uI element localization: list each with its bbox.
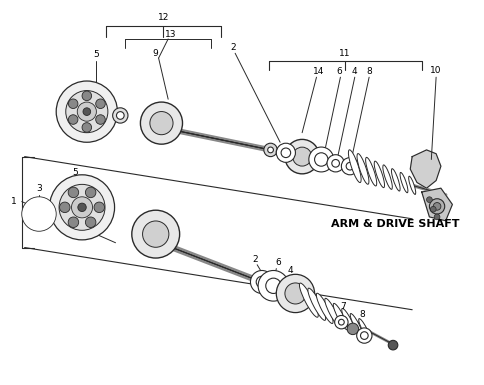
Circle shape — [116, 112, 124, 119]
Text: 9: 9 — [152, 49, 158, 58]
Circle shape — [22, 197, 56, 231]
Circle shape — [356, 328, 371, 343]
Text: 5: 5 — [93, 50, 99, 59]
Text: 6: 6 — [336, 67, 342, 76]
Text: 2: 2 — [230, 43, 236, 52]
Text: 10: 10 — [429, 66, 441, 75]
Circle shape — [59, 184, 105, 230]
Circle shape — [338, 319, 344, 325]
Circle shape — [429, 206, 435, 212]
Circle shape — [428, 199, 444, 214]
Circle shape — [250, 271, 273, 293]
Circle shape — [68, 99, 78, 109]
Ellipse shape — [299, 283, 318, 317]
Circle shape — [95, 115, 105, 124]
Circle shape — [326, 155, 344, 172]
Circle shape — [56, 81, 117, 142]
Text: 2: 2 — [252, 254, 257, 263]
Text: 13: 13 — [165, 30, 177, 38]
Circle shape — [425, 197, 431, 203]
Circle shape — [432, 203, 440, 210]
Circle shape — [77, 102, 96, 121]
Text: 7: 7 — [340, 302, 346, 311]
Circle shape — [292, 147, 311, 166]
Circle shape — [314, 153, 327, 166]
Circle shape — [82, 123, 91, 132]
Circle shape — [28, 203, 50, 226]
Text: 6: 6 — [275, 258, 281, 267]
Circle shape — [257, 271, 288, 301]
Circle shape — [388, 340, 397, 350]
Ellipse shape — [348, 150, 361, 182]
Circle shape — [276, 143, 295, 162]
Circle shape — [150, 112, 173, 135]
Circle shape — [82, 91, 91, 100]
Circle shape — [140, 102, 182, 144]
Ellipse shape — [382, 165, 392, 189]
Circle shape — [112, 108, 128, 123]
Circle shape — [265, 278, 281, 293]
Text: 14: 14 — [312, 67, 323, 76]
Circle shape — [341, 157, 358, 175]
Circle shape — [94, 202, 105, 213]
Ellipse shape — [333, 303, 347, 330]
Circle shape — [33, 208, 45, 220]
Circle shape — [85, 217, 96, 228]
Text: 4: 4 — [351, 67, 357, 76]
Text: 4: 4 — [287, 266, 293, 275]
Text: 8: 8 — [359, 310, 364, 319]
Circle shape — [83, 108, 91, 116]
Ellipse shape — [358, 319, 369, 339]
Circle shape — [276, 275, 314, 313]
Circle shape — [331, 159, 339, 167]
Circle shape — [66, 90, 107, 133]
Circle shape — [85, 187, 96, 198]
Circle shape — [276, 147, 285, 157]
Ellipse shape — [374, 161, 384, 187]
Circle shape — [49, 175, 114, 240]
Ellipse shape — [324, 298, 340, 326]
Circle shape — [95, 99, 105, 109]
Circle shape — [267, 147, 273, 153]
Circle shape — [284, 139, 318, 174]
Text: 1: 1 — [11, 197, 17, 206]
Ellipse shape — [391, 169, 399, 191]
Ellipse shape — [307, 288, 325, 320]
Circle shape — [433, 214, 439, 220]
Circle shape — [68, 217, 78, 228]
Ellipse shape — [349, 313, 362, 336]
Circle shape — [68, 115, 78, 124]
Ellipse shape — [356, 154, 368, 184]
Circle shape — [60, 202, 70, 213]
Polygon shape — [409, 150, 440, 188]
Text: 5: 5 — [72, 168, 78, 177]
Circle shape — [347, 323, 358, 335]
Text: 8: 8 — [365, 67, 371, 76]
Circle shape — [334, 315, 348, 329]
Circle shape — [142, 221, 168, 247]
Circle shape — [263, 143, 277, 157]
Circle shape — [256, 276, 267, 288]
Polygon shape — [421, 188, 452, 221]
Circle shape — [281, 148, 290, 157]
Circle shape — [308, 147, 333, 172]
Circle shape — [360, 332, 367, 340]
Circle shape — [77, 203, 86, 211]
Circle shape — [132, 210, 179, 258]
Ellipse shape — [316, 293, 333, 323]
Circle shape — [284, 283, 305, 304]
Text: 11: 11 — [339, 49, 350, 58]
Text: 3: 3 — [36, 184, 42, 193]
Circle shape — [277, 280, 298, 301]
Circle shape — [282, 286, 292, 295]
Circle shape — [71, 197, 92, 218]
Ellipse shape — [341, 308, 354, 333]
Ellipse shape — [365, 157, 376, 186]
Ellipse shape — [408, 176, 415, 194]
Ellipse shape — [399, 172, 407, 193]
Circle shape — [68, 187, 78, 198]
Circle shape — [346, 162, 353, 170]
Text: ARM & DRIVE SHAFT: ARM & DRIVE SHAFT — [330, 219, 458, 229]
Text: 12: 12 — [157, 13, 169, 22]
